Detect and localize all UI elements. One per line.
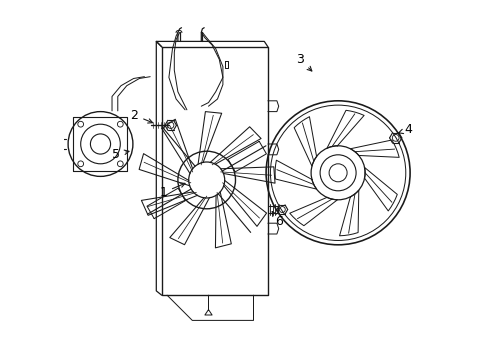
Text: 2: 2	[130, 109, 152, 123]
Text: 5: 5	[112, 148, 129, 161]
Text: 4: 4	[398, 123, 412, 136]
Text: 1: 1	[159, 183, 184, 199]
Text: 6: 6	[272, 212, 282, 228]
Text: 3: 3	[295, 53, 311, 71]
